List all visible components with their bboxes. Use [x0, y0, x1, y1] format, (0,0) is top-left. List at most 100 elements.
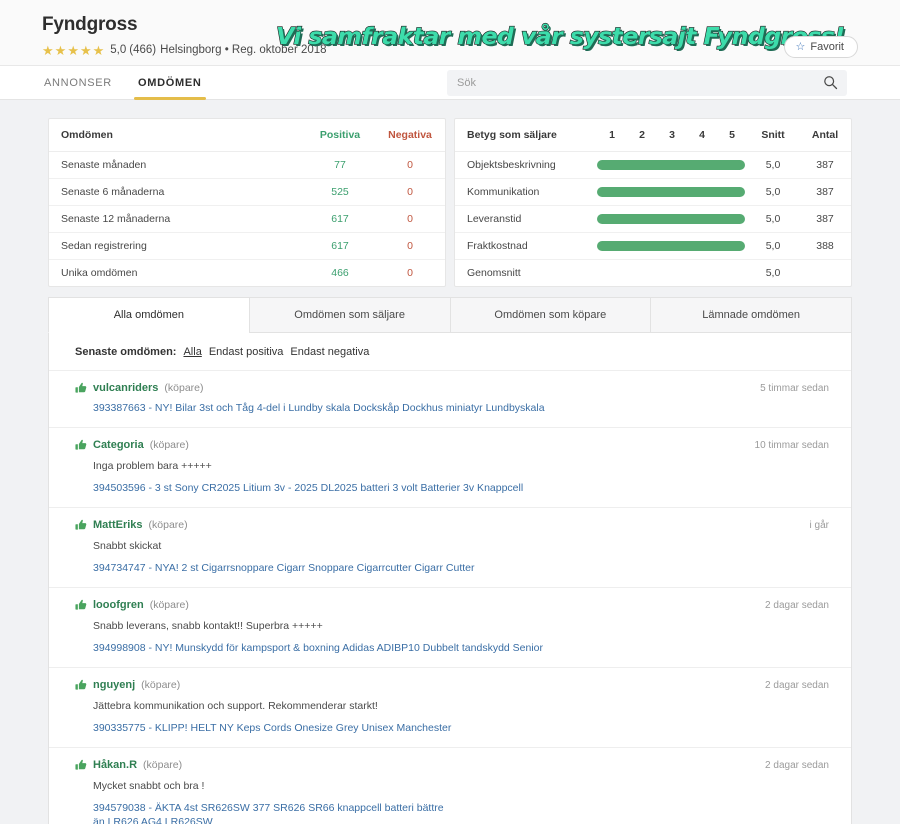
row-snitt: 5,0 [747, 232, 799, 260]
shop-meta: ★ ★ ★ ★ ★ 5,0 (466) Helsingborg • Reg. o… [42, 40, 900, 60]
section-nav: ANNONSER OMDÖMEN [0, 66, 900, 100]
rating-count: (466) [129, 44, 157, 56]
review-header: nguyenj (köpare) [75, 679, 829, 691]
favorite-button[interactable]: ☆ Favorit [783, 36, 858, 58]
table-row: Senaste 6 månaderna 525 0 [49, 178, 445, 206]
review-comment: Snabbt skickat [93, 540, 162, 552]
review-username[interactable]: Categoria [93, 439, 144, 451]
nav-tab-annonser[interactable]: ANNONSER [44, 76, 112, 89]
scale-label-4: 4 [687, 119, 717, 152]
review-role: (köpare) [148, 519, 188, 531]
row-label: Leveranstid [455, 205, 597, 233]
tab-omdomen-som-kopare[interactable]: Omdömen som köpare [449, 297, 651, 333]
scale-label-5: 5 [717, 119, 747, 152]
table-row: Sedan registrering 617 0 [49, 232, 445, 260]
omdomen-stats-table: Omdömen Positiva Negativa Senaste månade… [49, 119, 445, 286]
review-item: Håkan.R (köpare) 2 dagar sedan Mycket sn… [49, 748, 851, 824]
review-header: Categoria (köpare) [75, 439, 829, 451]
location-registration: Helsingborg • Reg. oktober 2018 [160, 44, 327, 56]
row-label: Senaste 6 månaderna [49, 178, 305, 206]
thumbs-up-icon [75, 679, 87, 690]
nav-tab-omdomen[interactable]: OMDÖMEN [133, 66, 206, 100]
review-filter-row: Senaste omdömen: Alla Endast positiva En… [49, 333, 851, 371]
scale-label-3: 3 [657, 119, 687, 152]
row-negativa[interactable]: 0 [375, 178, 445, 206]
review-role: (köpare) [149, 439, 189, 451]
tab-lamnade-omdomen[interactable]: Lämnade omdömen [650, 297, 852, 333]
row-label: Senaste 12 månaderna [49, 205, 305, 233]
scale-label-1: 1 [597, 119, 627, 152]
star-icon: ★ [67, 42, 79, 58]
col-negativa: Negativa [375, 119, 445, 152]
row-label: Objektsbeskrivning [455, 151, 597, 179]
table-row: Objektsbeskrivning 5,0 387 [455, 151, 851, 179]
review-tab-list: Alla omdömen Omdömen som säljare Omdömen… [48, 297, 852, 333]
tab-omdomen-som-saljare[interactable]: Omdömen som säljare [248, 297, 450, 333]
row-label: Kommunikation [455, 178, 597, 206]
rating-bar-track [597, 241, 745, 251]
filter-alla[interactable]: Alla [183, 346, 202, 358]
rating-bar-fill [597, 187, 745, 197]
review-username[interactable]: nguyenj [93, 679, 136, 691]
rating-bar-cell [597, 232, 747, 260]
shop-header: Fyndgross ★ ★ ★ ★ ★ 5,0 (466) Helsingbor… [0, 0, 900, 66]
betyg-stats-table: Betyg som säljare 1 2 3 4 5 Snitt Antal … [455, 119, 851, 286]
review-header: Håkan.R (köpare) [75, 759, 829, 771]
rating-bar-fill [597, 160, 745, 170]
review-item: Categoria (köpare) 10 timmar sedan Inga … [49, 428, 851, 508]
review-item-link[interactable]: 394734747 - NYA! 2 st Cigarrsnoppare Cig… [93, 562, 475, 574]
row-negativa[interactable]: 0 [375, 232, 445, 260]
row-label: Unika omdömen [61, 267, 138, 279]
omdomen-stats-body: Senaste månaden 77 0 Senaste 6 månaderna… [49, 151, 445, 287]
filter-endast-positiva[interactable]: Endast positiva [208, 346, 284, 358]
average-value: 5,0 [765, 267, 781, 279]
reviews-section: Alla omdömen Omdömen som säljare Omdömen… [0, 287, 900, 824]
row-positiva[interactable]: 617 [305, 205, 375, 233]
star-icon: ★ [92, 42, 105, 58]
average-label: Genomsnitt [467, 267, 521, 279]
row-negativa[interactable]: 0 [407, 267, 413, 279]
row-label: Fraktkostnad [455, 232, 597, 260]
filter-label: Senaste omdömen: [75, 346, 177, 358]
col-antal: Antal [799, 119, 851, 152]
thumbs-up-icon [75, 439, 87, 450]
review-item: MattEriks (köpare) i går Snabbt skickat … [49, 508, 851, 588]
row-negativa[interactable]: 0 [375, 205, 445, 233]
table-header-row: Omdömen Positiva Negativa [49, 119, 445, 152]
star-icon: ★ [79, 42, 92, 58]
review-comment: Mycket snabbt och bra ! [93, 780, 205, 792]
search-input[interactable] [447, 70, 847, 96]
average-spacer [597, 260, 747, 287]
review-item-link[interactable]: 393387663 - NY! Bilar 3st och Tåg 4-del … [93, 402, 545, 414]
review-item-link[interactable]: 394998908 - NY! Munskydd för kampsport &… [93, 642, 544, 654]
rating-bar-fill [597, 241, 745, 251]
row-positiva[interactable]: 77 [305, 151, 375, 179]
tab-alla-omdomen[interactable]: Alla omdömen [48, 297, 249, 333]
summary-section: Omdömen Positiva Negativa Senaste månade… [0, 100, 900, 287]
review-username[interactable]: looofgren [93, 599, 144, 611]
row-antal: 388 [799, 232, 851, 260]
review-username[interactable]: Håkan.R [93, 759, 138, 771]
row-positiva[interactable]: 617 [305, 232, 375, 260]
review-username[interactable]: vulcanriders [93, 382, 159, 394]
search-box [447, 70, 847, 96]
filter-endast-negativa[interactable]: Endast negativa [290, 346, 370, 358]
review-role: (köpare) [149, 599, 189, 611]
review-item-link[interactable]: 394579038 - ÄKTA 4st SR626SW 377 SR626 S… [93, 802, 444, 824]
review-username[interactable]: MattEriks [93, 519, 143, 531]
page-title: Fyndgross [42, 14, 138, 35]
rating-bar-fill [597, 214, 745, 224]
review-item: nguyenj (köpare) 2 dagar sedan Jättebra … [49, 668, 851, 748]
review-header: MattEriks (köpare) [75, 519, 829, 531]
row-snitt: 5,0 [747, 205, 799, 233]
row-negativa[interactable]: 0 [375, 151, 445, 179]
table-row: Fraktkostnad 5,0 388 [455, 232, 851, 260]
review-item-link[interactable]: 390335775 - KLIPP! HELT NY Keps Cords On… [93, 722, 452, 734]
table-header-row: Betyg som säljare 1 2 3 4 5 Snitt Antal [455, 119, 851, 152]
review-item-link[interactable]: 394503596 - 3 st Sony CR2025 Litium 3v -… [93, 482, 524, 494]
betyg-stats-body: Objektsbeskrivning 5,0 387 Kommunikation [455, 151, 851, 287]
row-positiva[interactable]: 466 [331, 267, 349, 279]
betyg-stats-card: Betyg som säljare 1 2 3 4 5 Snitt Antal … [454, 118, 852, 287]
row-positiva[interactable]: 525 [305, 178, 375, 206]
